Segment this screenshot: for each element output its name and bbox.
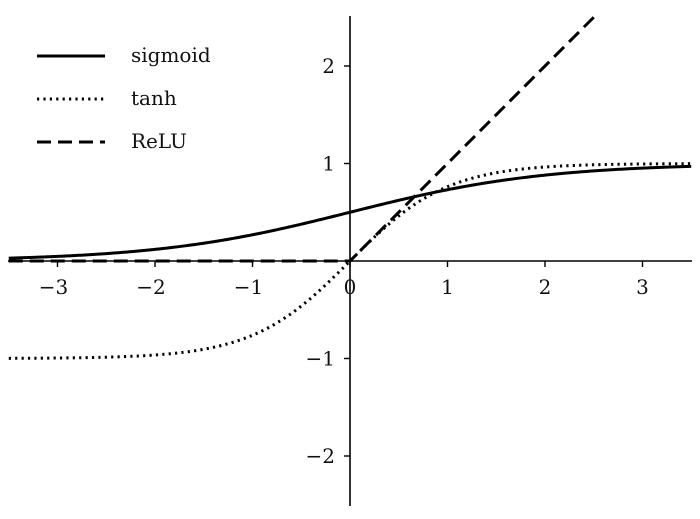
legend: sigmoid tanh ReLU xyxy=(37,43,211,153)
legend-label-sigmoid: sigmoid xyxy=(131,43,211,67)
x-tick-label: −3 xyxy=(39,275,68,299)
y-tick-label: −2 xyxy=(306,444,335,468)
legend-label-tanh: tanh xyxy=(131,86,177,110)
x-tick-label: −1 xyxy=(234,275,263,299)
x-tick-label: 0 xyxy=(344,275,357,299)
x-tick-label: 3 xyxy=(636,275,649,299)
x-tick-label: 1 xyxy=(441,275,454,299)
y-tick-label: 1 xyxy=(322,152,335,176)
ticks-layer: −3 −2 −1 0 1 2 3 −2 −1 1 2 xyxy=(39,54,649,468)
y-tick-label: −1 xyxy=(306,347,335,371)
legend-label-relu: ReLU xyxy=(131,129,187,153)
x-tick-label: 2 xyxy=(539,275,552,299)
y-tick-label: 2 xyxy=(322,54,335,78)
x-tick-label: −2 xyxy=(136,275,165,299)
